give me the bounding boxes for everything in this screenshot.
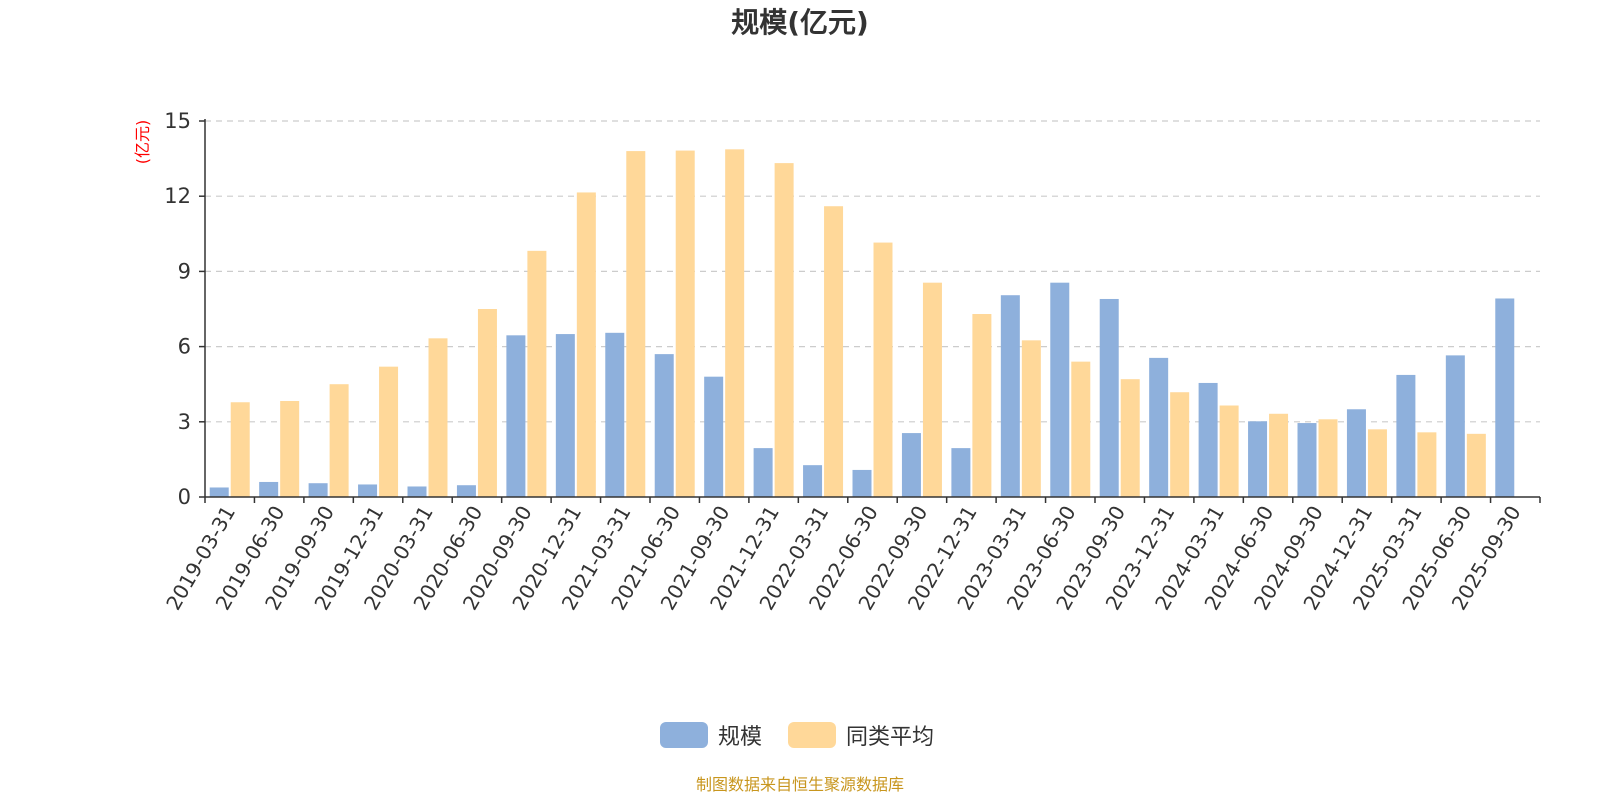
bar-peer-average[interactable] [428,338,448,497]
bar-scale[interactable] [1099,298,1119,497]
bar-scale[interactable] [1198,382,1218,497]
bar-scale[interactable] [803,465,823,497]
bar-scale[interactable] [358,484,378,497]
legend-label-scale: 规模 [718,725,762,750]
bar-scale[interactable] [605,332,625,497]
bar-scale[interactable] [209,487,229,497]
legend-label-peer-average: 同类平均 [846,725,934,750]
bar-peer-average[interactable] [527,250,547,497]
bar-peer-average[interactable] [675,150,695,497]
bar-peer-average[interactable] [329,384,349,497]
bar-peer-average[interactable] [725,149,745,498]
bar-peer-average[interactable] [774,163,794,497]
bar-scale[interactable] [1346,409,1366,497]
bar-scale[interactable] [456,485,476,497]
bar-peer-average[interactable] [1071,361,1091,497]
bar-scale[interactable] [555,334,575,497]
y-tick-label: 9 [178,259,191,283]
grid-lines [205,120,1540,423]
bar-scale[interactable] [308,483,328,497]
data-source-footer: 制图数据来自恒生聚源数据库 [696,775,904,794]
bar-scale[interactable] [1000,295,1020,497]
bar-peer-average[interactable] [922,282,942,497]
y-tick-labels: 0 3 6 9 12 15 [164,109,205,509]
y-tick-label: 3 [178,410,191,434]
bar-peer-average[interactable] [626,151,646,497]
legend-item-scale[interactable]: 规模 [660,722,762,750]
bar-peer-average[interactable] [1021,340,1041,497]
y-tick-label: 6 [178,335,191,359]
legend-swatch-scale [660,722,708,748]
bar-peer-average[interactable] [477,309,497,497]
bar-peer-average[interactable] [379,366,399,497]
bar-scale[interactable] [1050,282,1070,497]
bar-scale[interactable] [1495,298,1515,497]
bar-scale[interactable] [1396,374,1416,497]
bars [209,149,1515,498]
bar-peer-average[interactable] [1170,392,1190,497]
bar-peer-average[interactable] [1269,413,1289,497]
bar-peer-average[interactable] [280,400,300,497]
chart-title: 规模(亿元) [731,6,869,39]
y-tick-label: 15 [164,109,191,133]
legend-item-peer-average[interactable]: 同类平均 [788,722,934,750]
bar-scale[interactable] [704,376,724,497]
bar-peer-average[interactable] [972,314,992,497]
bar-peer-average[interactable] [1318,419,1338,497]
bar-peer-average[interactable] [873,242,893,497]
y-tick-label: 0 [178,485,191,509]
legend-swatch-peer-average [788,722,836,748]
bar-peer-average[interactable] [1120,379,1140,497]
y-tick-label: 12 [164,184,191,208]
bar-scale[interactable] [506,335,526,497]
x-tick-labels: 2019-03-312019-06-302019-09-302019-12-31… [161,497,1541,614]
legend: 规模 同类平均 [660,722,934,750]
bar-scale[interactable] [1445,355,1465,497]
bar-scale[interactable] [1149,357,1169,497]
bar-peer-average[interactable] [1417,432,1437,497]
bar-scale[interactable] [654,354,674,497]
bar-peer-average[interactable] [1367,429,1387,497]
bar-scale[interactable] [1248,421,1268,497]
bar-scale[interactable] [901,433,921,497]
bar-peer-average[interactable] [1466,433,1486,497]
axes [204,119,1540,498]
bar-peer-average[interactable] [230,402,250,497]
bar-scale[interactable] [259,481,279,497]
y-axis-unit-label: (亿元) [133,120,152,165]
bar-scale[interactable] [753,448,773,497]
bar-scale[interactable] [407,486,427,497]
bar-peer-average[interactable] [824,206,844,497]
bar-scale[interactable] [951,448,971,497]
bar-scale[interactable] [1297,423,1317,497]
bar-peer-average[interactable] [576,192,596,497]
bar-peer-average[interactable] [1219,405,1239,497]
bar-scale[interactable] [852,469,872,497]
